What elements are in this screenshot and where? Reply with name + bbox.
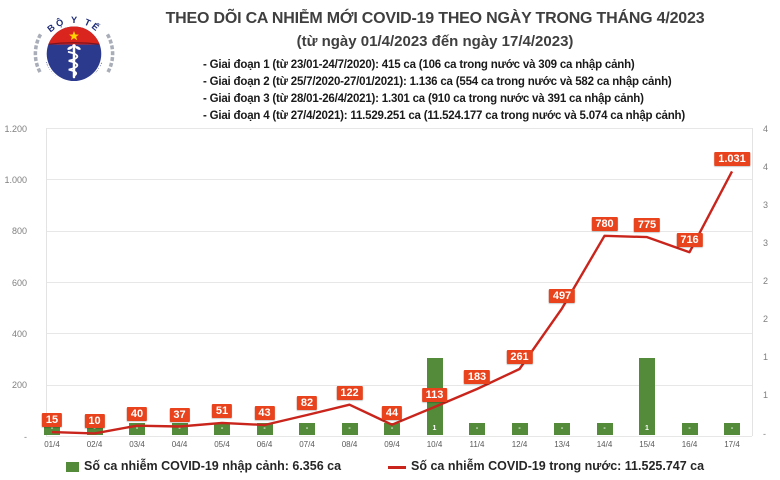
x-axis-tick-label: 03/4 [129, 440, 145, 449]
left-axis-tick-label: 800 [11, 226, 27, 237]
right-axis-tick-label: 1 [763, 352, 769, 363]
line-point-label: 122 [336, 385, 363, 400]
logo-red-cap-edge [46, 42, 102, 46]
bar-inside-label: 1 [432, 425, 437, 432]
bar-inside-label: 1 [645, 425, 649, 432]
line-point-label: 43 [254, 405, 275, 420]
bar-inside-label: - [475, 425, 479, 432]
stage-line-2: - Giai đoạn 2 (từ 25/7/2020-27/01/2021):… [203, 76, 672, 88]
x-axis-tick-label: 10/4 [426, 440, 443, 449]
bar-inside-label: - [305, 425, 309, 432]
line-point-label: 113 [421, 388, 448, 402]
gridline [46, 282, 752, 283]
bar-inside-label: - [263, 425, 266, 432]
x-axis-tick-label: 12/4 [511, 440, 528, 449]
chart-title: THEO DÕI CA NHIỄM MỚI COVID-19 THEO NGÀY… [165, 10, 705, 27]
plot-left-border [46, 128, 47, 436]
bar-inside-label: - [348, 425, 351, 432]
bar-inside-label: - [220, 425, 224, 432]
right-axis-tick-label: 4 [763, 161, 769, 172]
x-axis-tick-label: 08/4 [341, 440, 358, 449]
right-axis-tick-label: 2 [763, 276, 769, 286]
bar [639, 358, 655, 435]
left-axis-tick-label: 600 [11, 277, 27, 288]
bar-inside-label: - [730, 425, 734, 432]
line-point-label: 10 [84, 414, 105, 429]
left-axis-tick-label: 400 [11, 328, 27, 339]
right-axis-tick-label: 2 [763, 314, 769, 325]
stage-line-1: - Giai đoạn 1 (từ 23/01-24/7/2020): 415 … [203, 59, 635, 71]
x-axis-tick-label: 14/4 [596, 440, 613, 449]
bar-inside-label: - [518, 425, 521, 432]
gridline [46, 436, 752, 437]
asclepius-staff-icon [67, 44, 81, 79]
line-point-label: 716 [676, 233, 703, 248]
x-axis-tick-label: 07/4 [299, 440, 315, 449]
x-axis-tick-label: 15/4 [639, 440, 655, 449]
right-axis-tick-label: 1 [763, 390, 769, 401]
wreath-right [105, 33, 115, 74]
right-axis-tick-label: 4 [763, 123, 769, 134]
bar-inside-label: - [135, 425, 139, 432]
left-axis-tick-label: 1.200 [4, 123, 27, 134]
gridline [46, 333, 752, 335]
line-point-label: 44 [381, 405, 403, 420]
wreath-left [33, 33, 43, 74]
stage-line-3: - Giai đoạn 3 (từ 28/01-26/4/2021): 1.30… [203, 93, 644, 105]
line-point-label: 775 [633, 218, 661, 233]
x-axis-tick-label: 06/4 [256, 440, 273, 449]
x-axis-tick-label: 02/4 [86, 440, 103, 449]
plot-right-border [752, 128, 753, 436]
left-axis-tick-label: - [24, 431, 27, 442]
chart-subtitle: (từ ngày 01/4/2023 đến ngày 17/4/2023) [296, 33, 574, 50]
line-point-label: 40 [126, 406, 148, 421]
line-point-label: 183 [463, 370, 491, 385]
bar-inside-label: - [178, 425, 181, 432]
logo-svg: BỘ Y TẾ MINISTRY OF HEALTH [33, 15, 115, 84]
bar-inside-label: - [688, 425, 691, 432]
x-axis-tick-label: 13/4 [554, 440, 570, 449]
x-axis-tick-label: 01/4 [44, 440, 60, 449]
x-axis-tick-label: 05/4 [214, 440, 230, 449]
legend-bar-swatch [66, 462, 79, 472]
bar-inside-label: - [390, 425, 394, 432]
x-axis-tick-label: 09/4 [384, 440, 400, 449]
stage-line-4: - Giai đoạn 4 (từ 27/4/2021): 11.529.251… [203, 110, 686, 122]
line-point-label: 780 [591, 216, 618, 231]
legend-bar-label: Số ca nhiễm COVID-19 nhập cảnh: 6.356 ca [84, 459, 342, 473]
line-point-label: 37 [169, 407, 190, 422]
line-point-label: 497 [548, 289, 576, 304]
right-axis-tick-label: 3 [763, 237, 769, 248]
right-axis-tick-label: - [763, 428, 766, 439]
line-point-label: 82 [296, 395, 318, 410]
line-point-label: 1.031 [714, 152, 750, 167]
x-axis-tick-label: 11/4 [469, 440, 485, 449]
x-axis-tick-label: 16/4 [681, 440, 698, 449]
logo-star-icon [69, 31, 79, 41]
legend-line-swatch [388, 466, 406, 469]
line-point-label: 51 [211, 403, 233, 418]
gridline [46, 179, 752, 181]
bar-inside-label: - [560, 425, 564, 432]
left-axis-tick-label: 200 [11, 380, 27, 391]
bar-inside-label: - [603, 425, 606, 432]
line-point-label: 15 [41, 413, 63, 428]
line-point-label: 261 [506, 350, 533, 365]
gridline [46, 128, 752, 129]
x-axis-tick-label: 04/4 [171, 440, 188, 449]
ministry-of-health-logo: BỘ Y TẾ MINISTRY OF HEALTH [30, 8, 118, 96]
x-axis-tick-label: 17/4 [724, 440, 740, 449]
right-axis-tick-label: 3 [763, 199, 769, 210]
left-axis-tick-label: 1.000 [4, 174, 27, 185]
stage-summary-block: - Giai đoạn 1 (từ 23/01-24/7/2020): 415 … [203, 57, 685, 125]
legend-line-label: Số ca nhiễm COVID-19 trong nước: 11.525.… [411, 459, 705, 473]
